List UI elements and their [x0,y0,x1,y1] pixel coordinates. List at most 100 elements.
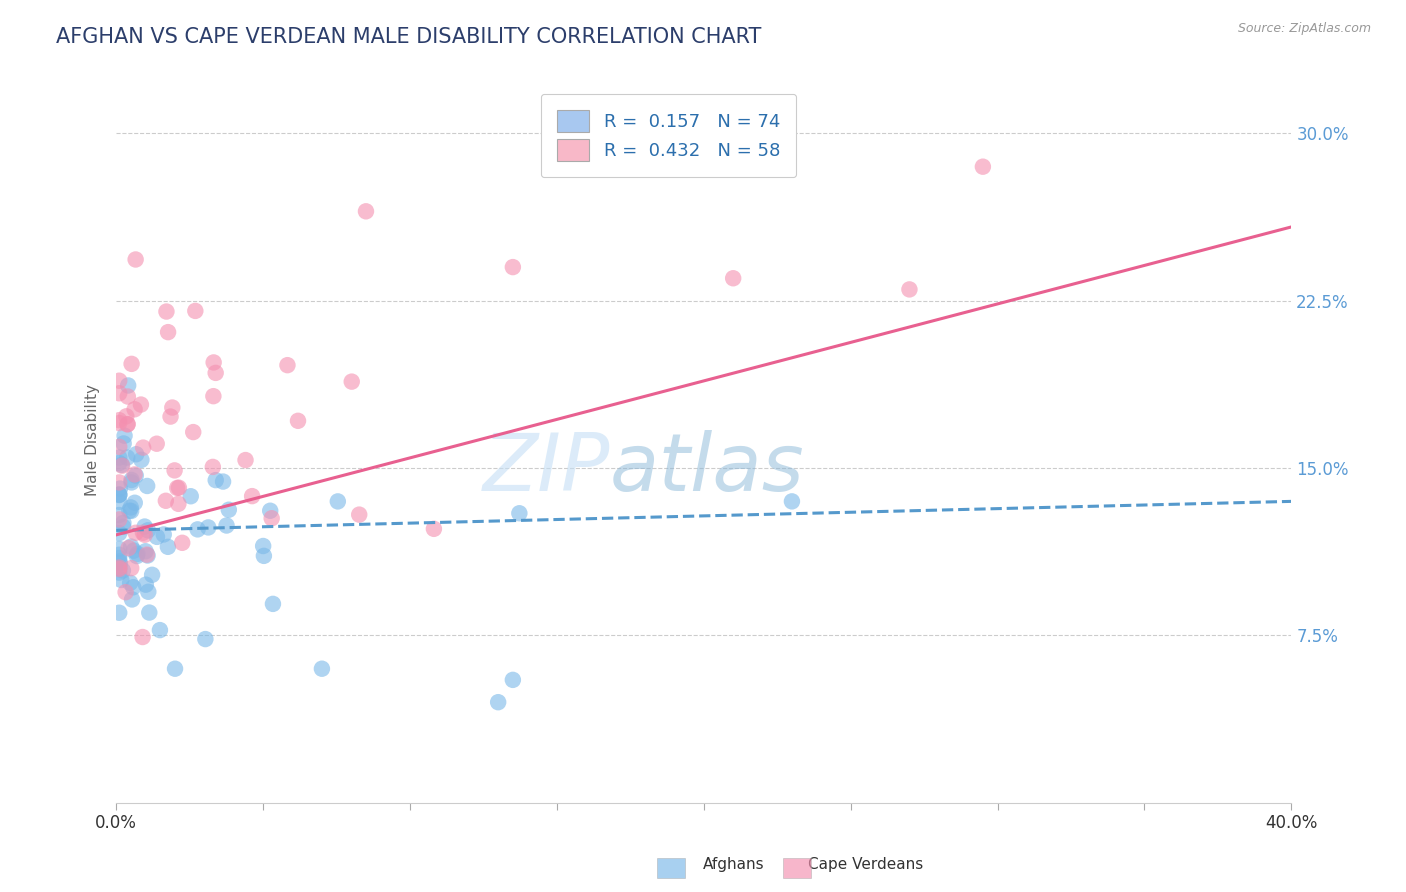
Point [180,489,202,503]
Point [260,511,283,525]
Point [157,325,180,339]
Point [112,516,135,530]
Point [311,662,333,676]
Point [287,414,309,428]
Point [117,417,139,432]
Point [276,358,298,372]
Point [502,673,524,687]
Point [115,450,138,465]
Point [134,527,156,541]
Point [108,561,131,575]
Point [155,493,177,508]
Point [340,375,363,389]
Point [136,549,159,563]
Text: Cape Verdeans: Cape Verdeans [808,857,924,872]
Point [108,560,131,574]
Point [111,458,134,473]
Point [134,519,156,533]
Point [240,489,263,503]
Point [108,374,131,388]
Point [204,366,226,380]
Point [218,502,240,516]
Point [129,398,152,412]
Point [114,428,136,442]
Point [135,544,157,558]
Point [108,562,131,576]
Point [118,504,141,518]
Point [898,282,921,296]
Point [162,401,184,415]
Point [108,487,131,501]
Point [253,549,276,563]
Point [117,390,139,404]
Point [114,585,136,599]
Point [108,508,131,522]
Point [152,527,174,541]
Point [108,541,131,556]
Point [124,525,146,540]
Point [155,304,177,318]
Point [136,479,159,493]
Point [108,413,131,427]
Point [136,548,159,562]
Point [167,497,190,511]
Point [108,554,131,568]
Point [163,463,186,477]
Point [108,557,131,571]
Point [124,496,146,510]
Point [197,520,219,534]
Point [108,487,131,501]
Point [146,530,169,544]
Point [108,551,131,566]
Point [117,378,139,392]
Point [120,504,142,518]
Point [120,575,142,590]
Point [124,252,146,267]
Point [138,606,160,620]
Point [194,632,217,646]
Point [121,475,143,490]
Point [721,271,744,285]
Point [127,547,149,561]
Point [215,518,238,533]
Point [145,436,167,450]
Point [120,500,142,515]
Point [326,494,349,508]
Point [262,597,284,611]
Point [124,467,146,482]
Point [108,566,131,580]
Point [502,260,524,274]
Point [108,482,131,496]
Point [423,522,446,536]
Point [108,475,131,490]
Point [122,543,145,558]
Point [120,540,142,554]
Text: Source: ZipAtlas.com: Source: ZipAtlas.com [1237,22,1371,36]
Point [132,525,155,540]
Point [166,481,188,495]
Text: atlas: atlas [610,430,804,508]
Point [184,304,207,318]
Point [108,526,131,541]
Point [117,541,139,555]
Point [115,409,138,424]
Point [202,355,225,369]
Point [121,473,143,487]
Point [121,357,143,371]
Point [172,536,194,550]
Point [163,662,186,676]
Point [252,539,274,553]
Point [149,623,172,637]
Point [202,389,225,403]
Point [111,458,134,472]
Point [125,447,148,461]
Point [108,495,131,509]
Point [108,386,131,401]
Point [181,425,204,439]
Point [108,416,131,430]
Point [125,549,148,563]
Point [131,453,153,467]
Point [136,584,159,599]
Y-axis label: Male Disability: Male Disability [86,384,100,496]
Point [159,409,181,424]
